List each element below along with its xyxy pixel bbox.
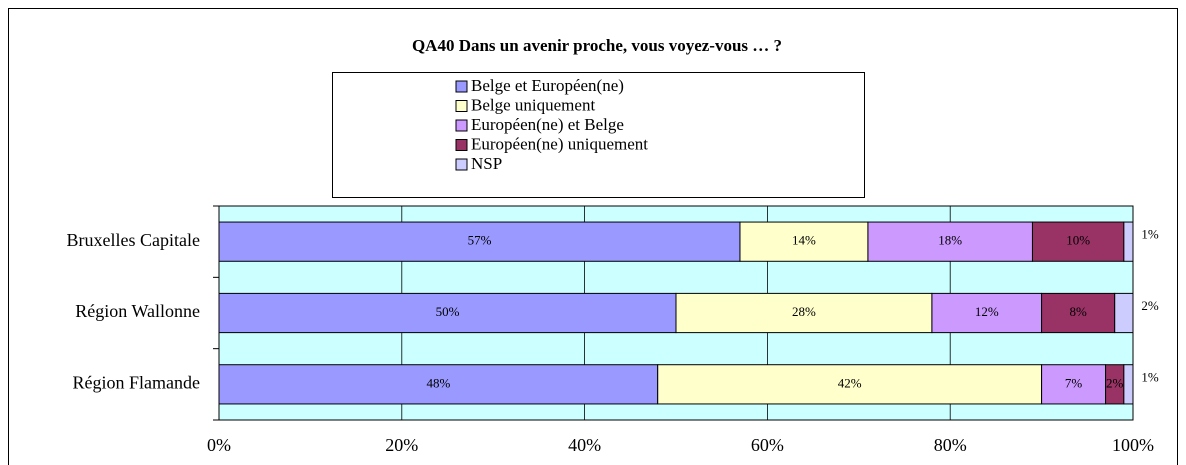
value-label: 42% [838, 375, 862, 390]
x-tick-label: 80% [934, 435, 967, 455]
legend-label: Européen(ne) uniquement [471, 134, 648, 153]
y-tick-label: Région Flamande [73, 372, 200, 392]
value-label: 14% [792, 233, 816, 248]
y-tick-label: Région Wallonne [75, 301, 200, 321]
value-label: 2% [1106, 375, 1124, 390]
bar-segment [675, 292, 933, 334]
legend-swatch [455, 158, 468, 171]
value-label: 2% [1141, 298, 1159, 313]
x-tick-label: 60% [751, 435, 784, 455]
value-label: 1% [1141, 227, 1159, 242]
x-tick-label: 40% [568, 435, 601, 455]
bar-segment [1031, 221, 1125, 262]
chart-title: QA40 Dans un avenir proche, vous voyez-v… [412, 36, 782, 55]
legend-label: Belge uniquement [471, 95, 595, 114]
legend-swatch [455, 119, 468, 132]
bar-segment [1041, 364, 1107, 405]
bar-segment [218, 364, 659, 405]
value-label: 50% [436, 304, 460, 319]
bar-segment [1123, 221, 1134, 262]
value-label: 28% [792, 304, 816, 319]
x-tick-label: 0% [207, 435, 231, 455]
value-label: 18% [938, 233, 962, 248]
legend-swatch [455, 139, 468, 151]
legend-label: Européen(ne) et Belge [471, 115, 624, 134]
value-label: 1% [1141, 369, 1159, 384]
value-label: 7% [1065, 375, 1083, 390]
legend-label: NSP [471, 154, 502, 173]
value-label: 10% [1066, 233, 1090, 248]
legend-swatch [455, 80, 468, 93]
legend-box [332, 72, 865, 198]
bar-segment [218, 292, 677, 334]
value-label: 12% [975, 304, 999, 319]
value-label: 57% [468, 233, 492, 248]
bar-segment [1041, 292, 1116, 334]
bar-segment [218, 221, 741, 262]
bar-segment [1114, 292, 1134, 334]
value-label: 48% [426, 375, 450, 390]
legend-swatch [455, 100, 468, 112]
value-label: 8% [1069, 304, 1087, 319]
legend-label: Belge et Européen(ne) [471, 76, 624, 95]
x-tick-label: 100% [1112, 435, 1154, 455]
y-tick-label: Bruxelles Capitale [67, 230, 200, 250]
bar-segment [657, 364, 1043, 405]
x-tick-label: 20% [385, 435, 418, 455]
bar-segment [1123, 364, 1134, 405]
